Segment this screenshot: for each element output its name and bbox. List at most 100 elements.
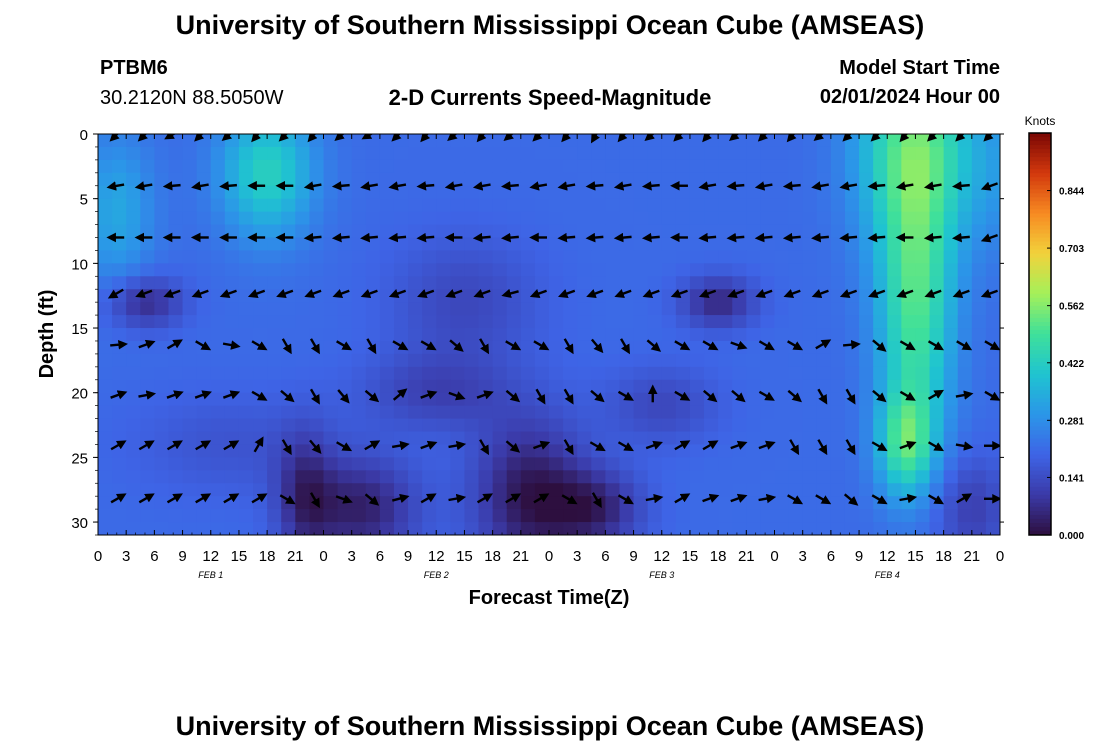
heatmap-cell [126,315,141,329]
heatmap-cell [182,379,198,394]
heatmap-cell [577,522,592,535]
current-arrow [166,390,184,400]
heatmap-cell [830,444,846,458]
heatmap-cell [492,470,508,484]
heatmap-cell [887,237,902,252]
heatmap-cell [619,431,635,446]
heatmap-cell [647,146,663,161]
heatmap-cell [210,172,226,187]
heatmap-cell [675,237,691,252]
heatmap-cell [844,522,860,535]
heatmap-cell [253,328,268,342]
current-arrow [952,289,970,299]
heatmap-cell [450,224,466,239]
heatmap-cell [605,405,621,420]
heatmap-cell [224,431,240,446]
heatmap-cell [393,315,409,329]
heatmap-cell [943,353,959,368]
heatmap-cell [520,379,536,394]
heatmap-cell [689,509,705,523]
heatmap-cell [436,302,451,316]
heatmap-cell [887,522,902,535]
heatmap-cell [915,431,931,446]
heatmap-cell [379,276,395,290]
heatmap-cell [182,250,198,264]
heatmap-cell [718,146,733,161]
heatmap-cell [647,237,663,252]
heatmap-cell [774,444,790,458]
heatmap-cell [816,483,832,497]
heatmap-cell [859,198,874,213]
heatmap-cell [323,302,339,316]
heatmap-cell [295,134,310,148]
x-tick-label: 0 [319,548,327,565]
heatmap-cell [689,276,705,290]
heatmap-cell [689,289,705,303]
x-tick-label: 18 [259,548,276,565]
heatmap-cell [802,418,818,433]
current-arrow [842,134,853,142]
heatmap-cell [689,483,705,497]
heatmap-cell [760,211,776,226]
heatmap-cell [774,470,790,484]
heatmap-cell [309,263,325,277]
heatmap-cell [379,353,395,368]
heatmap-cell [365,302,381,316]
heatmap-cell [718,302,733,316]
heatmap-cell [267,250,282,264]
heatmap-cell [830,159,846,174]
heatmap-cell [464,172,480,187]
heatmap-cell [351,224,367,239]
heatmap-cell [788,159,804,174]
heatmap-cell [859,224,874,239]
heatmap-cell [591,392,606,407]
heatmap-cell [929,366,945,381]
colorbar-step [1029,177,1051,182]
heatmap-cell [492,276,508,290]
colorbar-step [1029,309,1051,315]
heatmap-cell [126,134,141,148]
heatmap-cell [760,405,776,420]
colorbar-step [1029,430,1051,435]
heatmap-cell [281,198,296,213]
heatmap-cell [732,418,747,433]
heatmap-cell [238,328,254,342]
heatmap-cell [746,379,761,394]
heatmap-cell [520,431,536,446]
current-arrow [109,134,120,142]
heatmap-cell [323,328,339,342]
heatmap-cell [887,418,902,433]
heatmap-cell [971,353,987,368]
heatmap-cell [267,366,282,381]
heatmap-cell [774,198,790,213]
colorbar-step [1029,426,1051,431]
heatmap-cell [295,198,310,213]
current-arrow [896,289,914,299]
heatmap-cell [943,392,959,407]
heatmap-cell [549,315,564,329]
heatmap-cell [661,289,677,303]
heatmap-cell [98,444,113,458]
heatmap-cell [168,431,184,446]
heatmap-cell [844,211,860,226]
heatmap-cell [802,250,818,264]
day-label: FEB 3 [649,570,674,580]
heatmap-cell [98,276,113,290]
current-arrow [843,493,859,506]
heatmap-cell [619,224,635,239]
heatmap-cell [365,353,381,368]
heatmap-cell [718,405,733,420]
heatmap-cell [577,418,592,433]
heatmap-cell [253,185,268,200]
heatmap-cell [210,392,226,407]
heatmap-cell [802,431,818,446]
heatmap-cell [408,224,423,239]
heatmap-cell [633,509,649,523]
heatmap-cell [267,315,282,329]
heatmap-cell [661,276,677,290]
heatmap-cell [267,418,282,433]
heatmap-cell [506,263,522,277]
heatmap-cell [591,134,606,148]
current-arrow [309,439,322,455]
heatmap-cell [506,237,522,252]
